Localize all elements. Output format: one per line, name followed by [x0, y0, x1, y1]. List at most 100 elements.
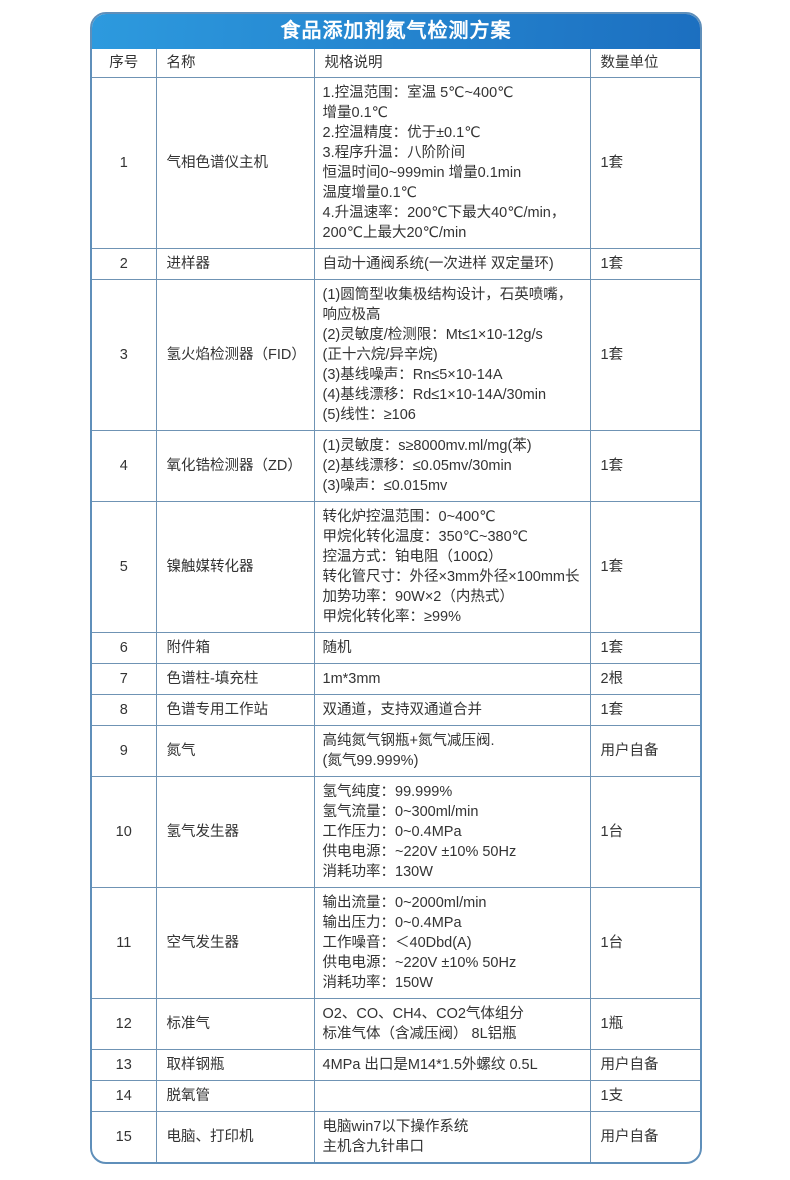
cell-no: 5 — [92, 501, 157, 633]
cell-name: 气相色谱仪主机 — [155, 77, 315, 249]
spec-line: 氢气流量：0~300ml/min — [322, 804, 479, 820]
spec-line: 温度增量0.1℃ — [322, 185, 417, 201]
spec-line: 电脑win7以下操作系统 — [322, 1119, 469, 1135]
table-row: 3 氢火焰检测器（FID） (1)圆筒型收集极结构设计，石英喷嘴， 响应极高 (2)… — [92, 279, 700, 431]
table-row: 11 空气发生器 输出流量：0~2000ml/min 输出压力：0~0.4MPa 工… — [92, 887, 700, 999]
cell-name: 镍触媒转化器 — [155, 501, 315, 633]
cell-no: 3 — [92, 279, 157, 431]
table-body: 1 气相色谱仪主机 1.控温范围：室温 5℃~400℃ 增量0.1℃ 2.控温精度：… — [92, 77, 700, 1162]
cell-qty: 1套 — [589, 501, 700, 633]
spec-line: 标准气体（含减压阀） 8L铝瓶 — [322, 1026, 517, 1042]
spec-line: 随机 — [322, 640, 352, 656]
cell-name: 氧化锆检测器（ZD） — [155, 430, 315, 502]
cell-name: 空气发生器 — [155, 887, 315, 999]
spec-line: 转化炉控温范围：0~400℃ — [322, 509, 496, 525]
spec-line: 1.控温范围：室温 5℃~400℃ — [322, 85, 514, 101]
cell-no: 14 — [92, 1080, 157, 1112]
header-row: 序号 名称 规格说明 数量单位 — [92, 48, 700, 78]
spec-line: 双通道，支持双通道合并 — [322, 702, 483, 718]
spec-line: 控温方式：铂电阻（100Ω） — [322, 549, 503, 565]
cell-spec: 转化炉控温范围：0~400℃ 甲烷化转化温度：350℃~380℃ 控温方式：铂电阻（… — [313, 501, 591, 633]
spec-line: 氢气纯度：99.999% — [322, 784, 453, 800]
spec-line: (3)基线噪声：Rn≤5×10-14A — [322, 367, 503, 383]
cell-spec: 4MPa 出口是M14*1.5外螺纹 0.5L — [313, 1049, 591, 1081]
spec-line: (氮气99.999%) — [322, 753, 419, 769]
cell-spec: 双通道，支持双通道合并 — [313, 694, 591, 726]
cell-spec: 氢气纯度：99.999% 氢气流量：0~300ml/min 工作压力：0~0.4MP… — [313, 776, 591, 888]
cell-qty: 1套 — [589, 279, 700, 431]
cell-name: 脱氧管 — [155, 1080, 315, 1112]
col-header-no: 序号 — [92, 48, 157, 78]
spec-line: (4)基线漂移：Rd≤1×10-14A/30min — [322, 387, 547, 403]
cell-qty: 1台 — [589, 776, 700, 888]
table-row: 7 色谱柱-填充柱 1m*3mm 2根 — [92, 663, 700, 695]
spec-line: 主机含九针串口 — [322, 1139, 425, 1155]
spec-line: 输出压力：0~0.4MPa — [322, 915, 462, 931]
spec-line: 高纯氮气钢瓶+氮气减压阀. — [322, 733, 495, 749]
spec-line: 3.程序升温：八阶阶间 — [322, 145, 466, 161]
spec-line: (5)线性：≥106 — [322, 407, 416, 423]
cell-no: 13 — [92, 1049, 157, 1081]
cell-no: 7 — [92, 663, 157, 695]
spec-line: (正十六烷/异辛烷) — [322, 347, 438, 363]
cell-qty: 1套 — [589, 77, 700, 249]
cell-no: 11 — [92, 887, 157, 999]
spec-line: 200℃上最大20℃/min — [322, 225, 467, 241]
spec-line: 1m*3mm — [322, 671, 381, 687]
cell-spec: 1.控温范围：室温 5℃~400℃ 增量0.1℃ 2.控温精度：优于±0.1℃ 3.程… — [313, 77, 591, 249]
cell-name: 氮气 — [155, 725, 315, 777]
spec-line: 供电电源：~220V ±10% 50Hz — [322, 844, 517, 860]
spec-line: (1)灵敏度：s≥8000mv.ml/mg(苯) — [322, 438, 532, 454]
table-row: 6 附件箱 随机 1套 — [92, 632, 700, 664]
spec-line: 自动十通阀系统(一次进样 双定量环) — [322, 256, 554, 272]
cell-name: 附件箱 — [155, 632, 315, 664]
cell-spec — [313, 1080, 591, 1112]
cell-name: 氢气发生器 — [155, 776, 315, 888]
cell-spec: (1)圆筒型收集极结构设计，石英喷嘴， 响应极高 (2)灵敏度/检测限：Mt≤1×1… — [313, 279, 591, 431]
cell-qty: 1瓶 — [589, 998, 700, 1050]
cell-no: 1 — [92, 77, 157, 249]
table-row: 10 氢气发生器 氢气纯度：99.999% 氢气流量：0~300ml/min 工作压… — [92, 776, 700, 888]
spec-line: O2、CO、CH4、CO2气体组分 — [322, 1006, 524, 1022]
cell-qty: 1套 — [589, 430, 700, 502]
cell-no: 2 — [92, 248, 157, 280]
cell-spec: 高纯氮气钢瓶+氮气减压阀. (氮气99.999%) — [313, 725, 591, 777]
cell-qty: 2根 — [589, 663, 700, 695]
spec-line: 消耗功率：150W — [322, 975, 433, 991]
cell-no: 10 — [92, 776, 157, 888]
spec-line: 供电电源：~220V ±10% 50Hz — [322, 955, 517, 971]
cell-name: 色谱柱-填充柱 — [155, 663, 315, 695]
table-row: 5 镍触媒转化器 转化炉控温范围：0~400℃ 甲烷化转化温度：350℃~380℃… — [92, 501, 700, 633]
spec-line: (2)灵敏度/检测限：Mt≤1×10-12g/s — [322, 327, 543, 343]
cell-spec: O2、CO、CH4、CO2气体组分 标准气体（含减压阀） 8L铝瓶 — [313, 998, 591, 1050]
spec-line: (3)噪声：≤0.015mv — [322, 478, 448, 494]
detection-plan-card: 食品添加剂氮气检测方案 序号 名称 规格说明 数量单位 1 气相色谱仪主机 1.… — [90, 12, 702, 1164]
spec-line: 输出流量：0~2000ml/min — [322, 895, 487, 911]
cell-spec: 自动十通阀系统(一次进样 双定量环) — [313, 248, 591, 280]
table-row: 1 气相色谱仪主机 1.控温范围：室温 5℃~400℃ 增量0.1℃ 2.控温精度：… — [92, 77, 700, 249]
cell-name: 取样钢瓶 — [155, 1049, 315, 1081]
spec-line: 转化管尺寸：外径×3mm外径×100mm长 — [322, 569, 580, 585]
cell-qty: 1套 — [589, 694, 700, 726]
cell-no: 12 — [92, 998, 157, 1050]
col-header-qty: 数量单位 — [589, 48, 700, 78]
cell-name: 电脑、打印机 — [155, 1111, 315, 1162]
plan-title: 食品添加剂氮气检测方案 — [92, 14, 700, 49]
table-row: 15 电脑、打印机 电脑win7以下操作系统 主机含九针串口 用户自备 — [92, 1111, 700, 1162]
spec-line: 消耗功率：130W — [322, 864, 433, 880]
cell-name: 氢火焰检测器（FID） — [155, 279, 315, 431]
cell-no: 9 — [92, 725, 157, 777]
cell-spec: 1m*3mm — [313, 663, 591, 695]
cell-spec: (1)灵敏度：s≥8000mv.ml/mg(苯) (2)基线漂移：≤0.05mv/… — [313, 430, 591, 502]
table-row: 9 氮气 高纯氮气钢瓶+氮气减压阀. (氮气99.999%) 用户自备 — [92, 725, 700, 777]
cell-name: 标准气 — [155, 998, 315, 1050]
table-row: 4 氧化锆检测器（ZD） (1)灵敏度：s≥8000mv.ml/mg(苯) (2)… — [92, 430, 700, 502]
cell-spec: 输出流量：0~2000ml/min 输出压力：0~0.4MPa 工作噪音：＜40Db… — [313, 887, 591, 999]
spec-line: 工作噪音：＜40Dbd(A) — [322, 935, 472, 951]
spec-line: 加势功率：90W×2（内热式） — [322, 589, 514, 605]
spec-line: 响应极高 — [322, 307, 381, 323]
spec-line: 2.控温精度：优于±0.1℃ — [322, 125, 481, 141]
spec-line: 恒温时间0~999min 增量0.1min — [322, 165, 522, 181]
col-header-name: 名称 — [155, 48, 315, 78]
